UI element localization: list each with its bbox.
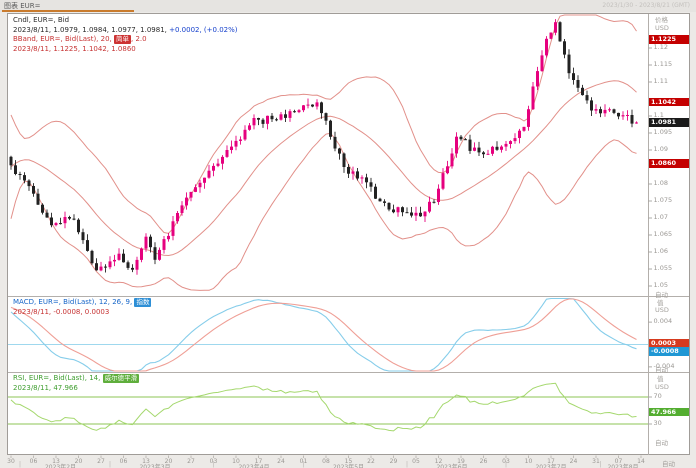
rsi-smoothing-selector[interactable]: 威尔德平滑 xyxy=(102,374,140,383)
titlebar: 图表 EUR= 2023/1/30 - 2023/8/21 (GMT) xyxy=(0,0,696,12)
ohlc-values: 2023/8/11, 1.0979, 1.0984, 1.0977, 1.098… xyxy=(13,25,167,34)
macd-axis-title: 值 xyxy=(657,298,664,307)
date-range-label: 2023/1/30 - 2023/8/21 (GMT) xyxy=(602,2,690,9)
bband-legend-line: BBand, EUR=, Bid(Last), 20, 简单, 2.0 xyxy=(13,35,238,45)
bband-values-line: 2023/8/11, 1.1225, 1.1042, 1.0860 xyxy=(13,44,136,53)
price-axis-auto-button[interactable]: 自动 xyxy=(655,290,668,299)
rsi-axis-auto-button[interactable]: 自动 xyxy=(655,439,668,447)
rsi-legend-line: RSI, EUR=, Bid(Last), 14, 威尔德平滑 xyxy=(13,374,140,384)
macd-axis-auto-button[interactable]: 自动 xyxy=(655,365,668,374)
bband-params: BBand, EUR=, Bid(Last), 20, xyxy=(13,35,112,43)
rsi-axis-title: 值 xyxy=(657,375,664,383)
time-axis-auto-button[interactable]: 自动 xyxy=(662,460,675,468)
macd-axis-unit: USD xyxy=(655,306,669,314)
ma-type-selector[interactable]: 简单 xyxy=(114,35,131,44)
rsi-legend: RSI, EUR=, Bid(Last), 14, 威尔德平滑 2023/8/1… xyxy=(13,374,140,393)
price-axis-title: 价格 xyxy=(655,16,668,24)
macd-ma-type-selector[interactable]: 指数 xyxy=(134,298,152,307)
macd-params: MACD, EUR=, Bid(Last), 12, 26, 9, xyxy=(13,298,133,306)
change-value: +0.0002, (+0.02%) xyxy=(169,25,238,34)
macd-values-line: 2023/8/11, -0.0008, 0.0003 xyxy=(13,307,110,316)
candle-values-line: 2023/8/11, 1.0979, 1.0984, 1.0977, 1.098… xyxy=(13,26,238,36)
active-tab-underline xyxy=(2,10,134,12)
chart-tab[interactable]: 图表 EUR= xyxy=(4,2,41,10)
rsi-params: RSI, EUR=, Bid(Last), 14, xyxy=(13,374,101,382)
price-legend: Cndl, EUR=, Bid 2023/8/11, 1.0979, 1.098… xyxy=(13,16,238,54)
price-axis-unit: USD xyxy=(655,24,669,32)
rsi-values-line: 2023/8/11, 47.966 xyxy=(13,383,78,392)
bband-width: , 2.0 xyxy=(131,35,147,43)
macd-legend: MACD, EUR=, Bid(Last), 12, 26, 9, 指数 202… xyxy=(13,298,152,317)
candle-legend-line: Cndl, EUR=, Bid xyxy=(13,16,70,24)
rsi-axis-unit: USD xyxy=(655,382,669,391)
macd-legend-line: MACD, EUR=, Bid(Last), 12, 26, 9, 指数 xyxy=(13,298,152,308)
